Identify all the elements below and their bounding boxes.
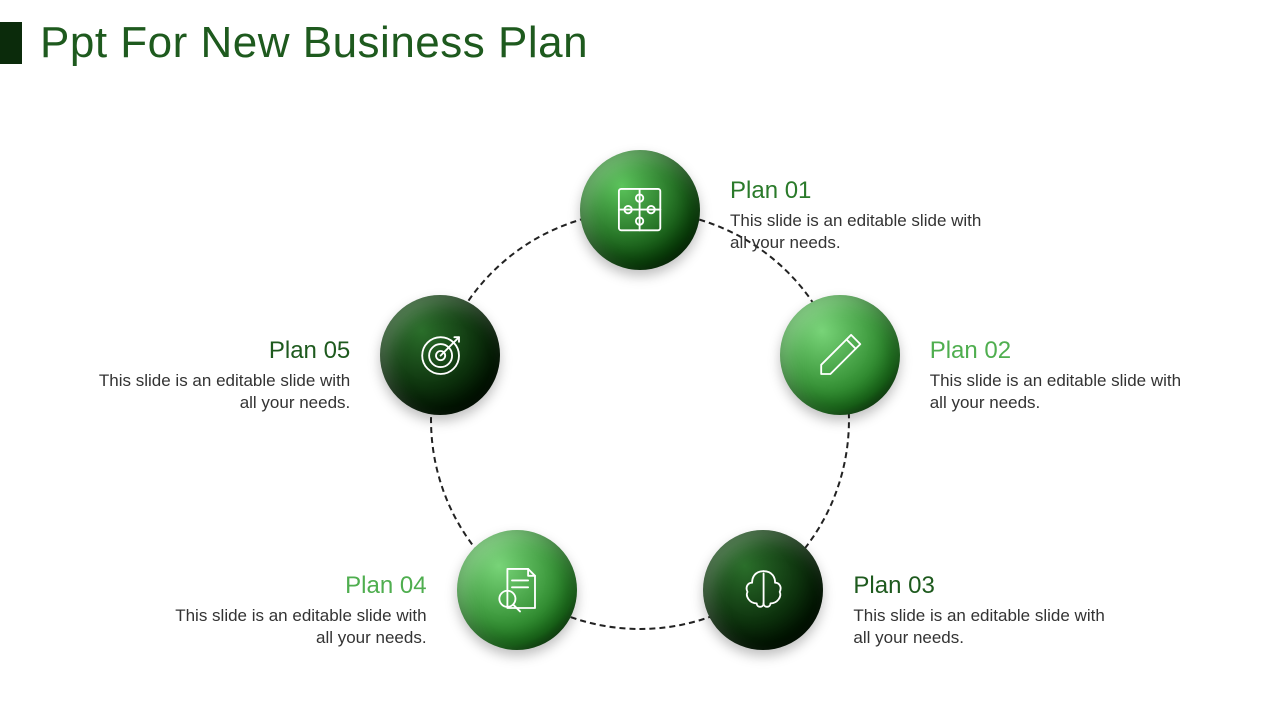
sphere-plan03: [703, 530, 823, 650]
plan-title: Plan 02: [930, 335, 1190, 366]
label-plan03: Plan 03 This slide is an editable slide w…: [853, 570, 1113, 649]
plan-title: Plan 03: [853, 570, 1113, 601]
label-plan02: Plan 02 This slide is an editable slide w…: [930, 335, 1190, 414]
sphere-plan02: [780, 295, 900, 415]
puzzle-icon: [612, 182, 667, 237]
target-icon: [413, 328, 468, 383]
label-plan01: Plan 01 This slide is an editable slide w…: [730, 175, 990, 254]
pencil-icon: [812, 328, 867, 383]
brain-icon: [736, 562, 791, 617]
circular-diagram: Plan 01 This slide is an editable slide w…: [0, 0, 1280, 720]
label-plan05: Plan 05 This slide is an editable slide w…: [90, 335, 350, 414]
sphere-plan05: [380, 295, 500, 415]
slide: Ppt For New Business Plan Plan 01This sl…: [0, 0, 1280, 720]
doc-search-icon: [489, 562, 544, 617]
label-plan04: Plan 04 This slide is an editable slide w…: [167, 570, 427, 649]
sphere-plan01: [580, 150, 700, 270]
plan-desc: This slide is an editable slide with all…: [730, 210, 990, 254]
plan-title: Plan 01: [730, 175, 990, 206]
plan-desc: This slide is an editable slide with all…: [90, 370, 350, 414]
sphere-plan04: [457, 530, 577, 650]
plan-title: Plan 04: [167, 570, 427, 601]
plan-desc: This slide is an editable slide with all…: [930, 370, 1190, 414]
plan-desc: This slide is an editable slide with all…: [167, 605, 427, 649]
plan-title: Plan 05: [90, 335, 350, 366]
plan-desc: This slide is an editable slide with all…: [853, 605, 1113, 649]
